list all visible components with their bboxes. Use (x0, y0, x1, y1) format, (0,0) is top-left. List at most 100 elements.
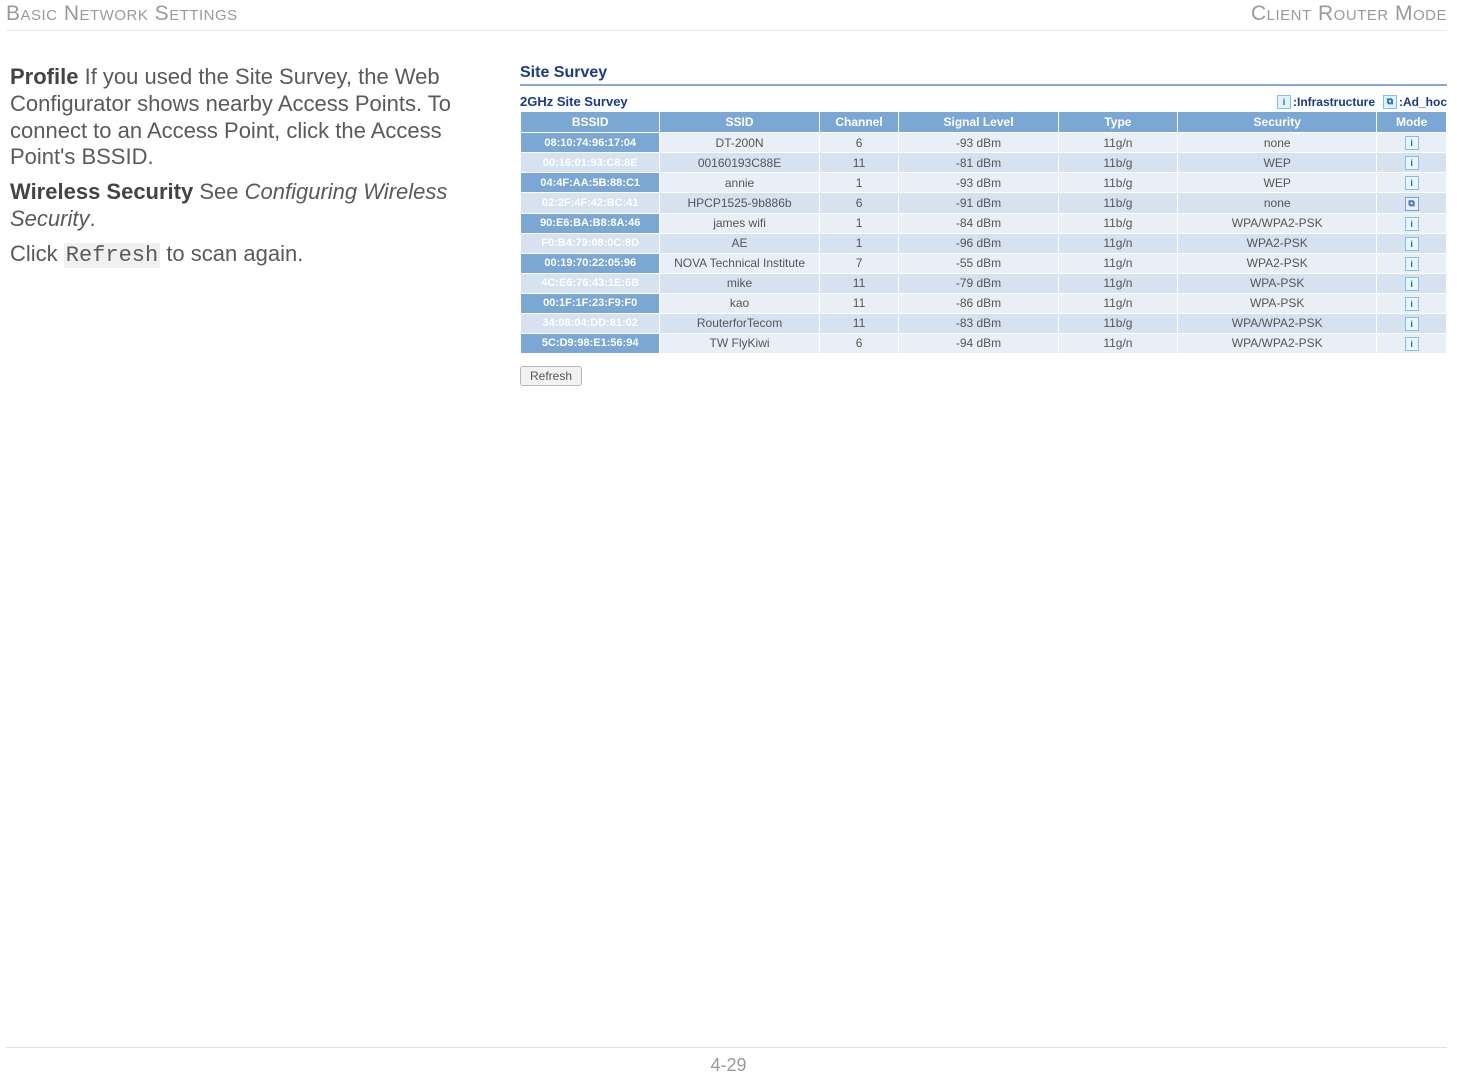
table-row: 4C:E6:76:43:1E:6Bmike11-79 dBm11g/nWPA-P… (521, 273, 1447, 293)
profile-paragraph: Profile If you used the Site Survey, the… (10, 64, 490, 171)
cell-channel: 1 (819, 213, 899, 233)
bssid-link[interactable]: 5C:D9:98:E1:56:94 (521, 333, 660, 353)
cell-mode: i (1377, 293, 1447, 313)
col-mode: Mode (1377, 112, 1447, 133)
infrastructure-icon: i (1405, 277, 1419, 291)
cell-ssid: HPCP1525-9b886b (660, 193, 819, 214)
header-rule (6, 30, 1447, 31)
bssid-link[interactable]: 00:1F:1F:23:F9:F0 (521, 293, 660, 313)
cell-security: WEP (1178, 153, 1377, 173)
cell-ssid: 00160193C88E (660, 153, 819, 173)
cell-security: WPA/WPA2-PSK (1178, 213, 1377, 233)
cell-security: WPA-PSK (1178, 273, 1377, 293)
cell-signal: -93 dBm (899, 173, 1058, 193)
cell-ssid: annie (660, 173, 819, 193)
bssid-link[interactable]: 4C:E6:76:43:1E:6B (521, 273, 660, 293)
refresh-code: Refresh (64, 243, 160, 268)
cell-mode: i (1377, 173, 1447, 193)
cell-ssid: RouterforTecom (660, 313, 819, 333)
table-row: 5C:D9:98:E1:56:94TW FlyKiwi6-94 dBm11g/n… (521, 333, 1447, 353)
cell-type: 11b/g (1058, 173, 1177, 193)
cell-type: 11g/n (1058, 253, 1177, 273)
bssid-link[interactable]: 90:E6:BA:B8:8A:46 (521, 213, 660, 233)
col-ssid: SSID (660, 112, 819, 133)
bssid-link[interactable]: 02:2F:4F:42:BC:41 (521, 193, 660, 214)
table-row: 00:1F:1F:23:F9:F0kao11-86 dBm11g/nWPA-PS… (521, 293, 1447, 313)
infrastructure-icon: i (1405, 297, 1419, 311)
table-row: 34:08:04:DD:81:02RouterforTecom11-83 dBm… (521, 313, 1447, 333)
cell-mode: i (1377, 153, 1447, 173)
cell-type: 11g/n (1058, 233, 1177, 253)
cell-security: WPA2-PSK (1178, 253, 1377, 273)
cell-type: 11g/n (1058, 333, 1177, 353)
cell-signal: -83 dBm (899, 313, 1058, 333)
title-underline (520, 84, 1447, 86)
cell-mode: ⧉ (1377, 193, 1447, 214)
bssid-link[interactable]: 00:16:01:93:C8:8E (521, 153, 660, 173)
bssid-link[interactable]: 04:4F:AA:5B:88:C1 (521, 173, 660, 193)
cell-channel: 1 (819, 233, 899, 253)
cell-security: WPA-PSK (1178, 293, 1377, 313)
table-row: 08:10:74:96:17:04DT-200N6-93 dBm11g/nnon… (521, 133, 1447, 153)
bssid-link[interactable]: 00:19:70:22:05:96 (521, 253, 660, 273)
adhoc-icon: ⧉ (1383, 95, 1397, 109)
survey-subtitle: 2GHz Site Survey (520, 94, 628, 109)
cell-ssid: kao (660, 293, 819, 313)
body-text-column: Profile If you used the Site Survey, the… (10, 64, 490, 386)
cell-signal: -93 dBm (899, 133, 1058, 153)
cell-channel: 7 (819, 253, 899, 273)
cell-channel: 11 (819, 153, 899, 173)
col-signal-level: Signal Level (899, 112, 1058, 133)
table-row: 00:16:01:93:C8:8E00160193C88E11-81 dBm11… (521, 153, 1447, 173)
content-row: Profile If you used the Site Survey, the… (10, 64, 1447, 386)
cell-ssid: TW FlyKiwi (660, 333, 819, 353)
cell-channel: 6 (819, 193, 899, 214)
wireless-security-paragraph: Wireless Security See Configuring Wirele… (10, 179, 490, 233)
cell-channel: 1 (819, 173, 899, 193)
footer-rule (6, 1047, 1447, 1048)
cell-channel: 6 (819, 333, 899, 353)
col-channel: Channel (819, 112, 899, 133)
table-row: 00:19:70:22:05:96NOVA Technical Institut… (521, 253, 1447, 273)
bssid-link[interactable]: 08:10:74:96:17:04 (521, 133, 660, 153)
infrastructure-icon: i (1405, 176, 1419, 190)
cell-mode: i (1377, 233, 1447, 253)
cell-signal: -86 dBm (899, 293, 1058, 313)
cell-channel: 6 (819, 133, 899, 153)
survey-subheader: 2GHz Site Survey i :Infrastructure ⧉ :Ad… (520, 94, 1447, 109)
ws-end: . (89, 206, 95, 231)
cell-signal: -81 dBm (899, 153, 1058, 173)
cell-signal: -79 dBm (899, 273, 1058, 293)
cell-mode: i (1377, 213, 1447, 233)
infrastructure-icon: i (1405, 337, 1419, 351)
cell-mode: i (1377, 313, 1447, 333)
cell-channel: 11 (819, 293, 899, 313)
bssid-link[interactable]: 34:08:04:DD:81:02 (521, 313, 660, 333)
infrastructure-icon: i (1405, 217, 1419, 231)
cell-ssid: AE (660, 233, 819, 253)
col-bssid: BSSID (521, 112, 660, 133)
site-survey-title: Site Survey (520, 64, 1447, 82)
cell-type: 11g/n (1058, 293, 1177, 313)
ws-mid: See (193, 179, 244, 204)
cell-mode: i (1377, 333, 1447, 353)
profile-label: Profile (10, 64, 78, 89)
cell-security: WPA/WPA2-PSK (1178, 333, 1377, 353)
cell-mode: i (1377, 253, 1447, 273)
cell-type: 11b/g (1058, 153, 1177, 173)
cell-channel: 11 (819, 313, 899, 333)
cell-type: 11b/g (1058, 213, 1177, 233)
cell-signal: -91 dBm (899, 193, 1058, 214)
cell-type: 11b/g (1058, 313, 1177, 333)
table-header-row: BSSIDSSIDChannelSignal LevelTypeSecurity… (521, 112, 1447, 133)
cell-mode: i (1377, 273, 1447, 293)
cell-security: WPA2-PSK (1178, 233, 1377, 253)
col-security: Security (1178, 112, 1377, 133)
running-header-left: Basic Network Settings (6, 2, 238, 26)
bssid-link[interactable]: F0:B4:79:08:0C:8D (521, 233, 660, 253)
cell-security: none (1178, 193, 1377, 214)
refresh-button[interactable]: Refresh (520, 366, 582, 386)
table-row: 90:E6:BA:B8:8A:46james wifi1-84 dBm11b/g… (521, 213, 1447, 233)
cell-ssid: mike (660, 273, 819, 293)
infrastructure-icon: i (1405, 156, 1419, 170)
